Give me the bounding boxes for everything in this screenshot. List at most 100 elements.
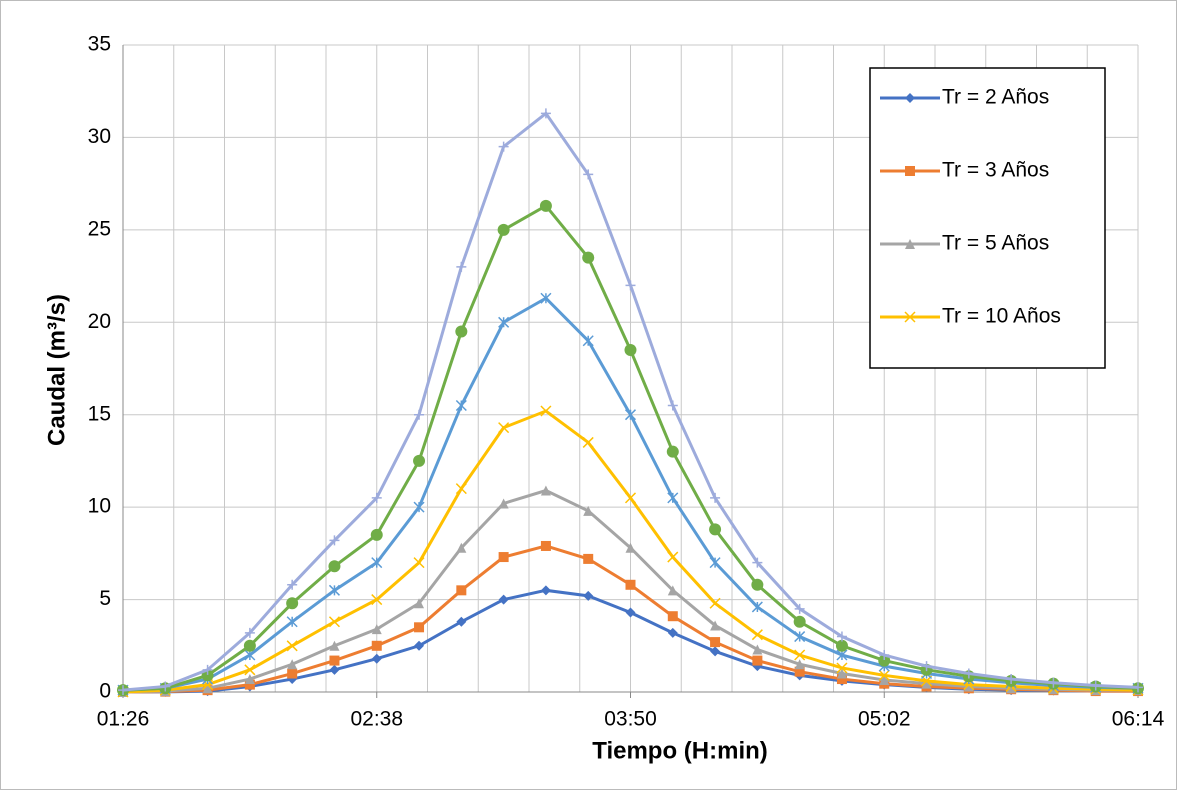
marker: [667, 627, 678, 638]
marker: [963, 681, 974, 692]
marker: [456, 616, 467, 627]
marker: [498, 498, 509, 509]
marker: [328, 560, 341, 573]
y-tick-label: 20: [88, 310, 111, 333]
marker: [624, 492, 637, 504]
marker: [583, 169, 594, 180]
marker: [667, 611, 678, 622]
x-tick-label: 03:50: [604, 708, 657, 731]
marker: [905, 93, 915, 103]
marker: [752, 655, 763, 666]
marker: [709, 523, 722, 536]
marker: [1006, 683, 1017, 694]
marker: [710, 646, 721, 657]
marker: [455, 483, 467, 495]
x-tick-label: 02:38: [350, 708, 403, 731]
marker: [751, 578, 764, 591]
marker: [328, 584, 340, 596]
marker: [498, 594, 509, 605]
legend-label: Tr = 5 Años: [942, 232, 1049, 255]
marker: [287, 579, 298, 590]
marker: [455, 399, 467, 412]
marker: [1090, 680, 1101, 691]
marker: [414, 409, 425, 420]
y-tick-label: 0: [99, 680, 111, 703]
marker: [921, 661, 932, 672]
marker: [710, 637, 721, 648]
marker: [456, 261, 467, 272]
marker: [905, 239, 915, 249]
marker: [202, 664, 213, 675]
marker: [709, 557, 721, 569]
marker: [414, 598, 425, 609]
marker: [456, 585, 467, 596]
y-tick-label: 35: [88, 33, 111, 56]
marker: [710, 492, 721, 503]
marker: [497, 223, 510, 236]
marker: [836, 674, 847, 685]
marker: [287, 668, 298, 679]
legend-label: Tr = 3 Años: [942, 159, 1049, 182]
marker: [498, 141, 509, 152]
marker: [456, 542, 467, 553]
marker: [667, 492, 679, 504]
marker: [371, 640, 382, 651]
marker: [413, 501, 425, 513]
marker: [243, 639, 256, 652]
marker: [371, 653, 382, 664]
marker: [540, 540, 551, 551]
y-tick-label: 15: [88, 402, 111, 425]
y-axis-title: Caudal (m³/s): [43, 294, 70, 446]
marker: [751, 629, 763, 641]
marker: [329, 640, 340, 651]
marker: [667, 551, 679, 563]
marker: [624, 409, 637, 421]
marker: [625, 607, 636, 618]
marker: [498, 316, 510, 328]
marker: [794, 603, 805, 614]
marker: [540, 405, 552, 417]
marker: [202, 683, 213, 694]
marker: [286, 597, 299, 610]
marker: [794, 631, 806, 643]
legend-label: Tr = 10 Años: [942, 305, 1061, 328]
marker: [414, 640, 425, 651]
marker: [921, 678, 932, 689]
marker: [904, 311, 916, 323]
marker: [329, 655, 340, 666]
marker: [371, 492, 382, 503]
marker: [413, 557, 425, 569]
marker: [328, 616, 340, 628]
marker: [582, 436, 594, 448]
marker: [794, 659, 805, 670]
marker: [963, 668, 974, 679]
legend-label: Tr = 2 Años: [942, 86, 1049, 109]
marker: [370, 528, 383, 541]
marker: [905, 166, 915, 176]
marker: [329, 535, 340, 546]
marker: [625, 280, 636, 291]
marker: [625, 579, 636, 590]
marker: [878, 669, 890, 681]
marker: [498, 422, 510, 434]
marker: [286, 640, 298, 652]
marker: [329, 664, 340, 675]
marker: [414, 622, 425, 633]
marker: [625, 542, 636, 553]
marker: [371, 557, 383, 569]
marker: [583, 553, 594, 564]
marker: [1048, 677, 1059, 688]
marker: [836, 631, 847, 642]
marker: [1006, 674, 1017, 685]
marker: [244, 674, 255, 685]
marker: [794, 666, 805, 677]
marker: [794, 649, 806, 661]
marker: [287, 659, 298, 670]
marker: [371, 594, 383, 606]
x-tick-label: 05:02: [858, 708, 911, 731]
marker: [835, 639, 848, 652]
marker: [455, 325, 468, 338]
marker: [583, 505, 594, 516]
marker: [793, 615, 806, 628]
